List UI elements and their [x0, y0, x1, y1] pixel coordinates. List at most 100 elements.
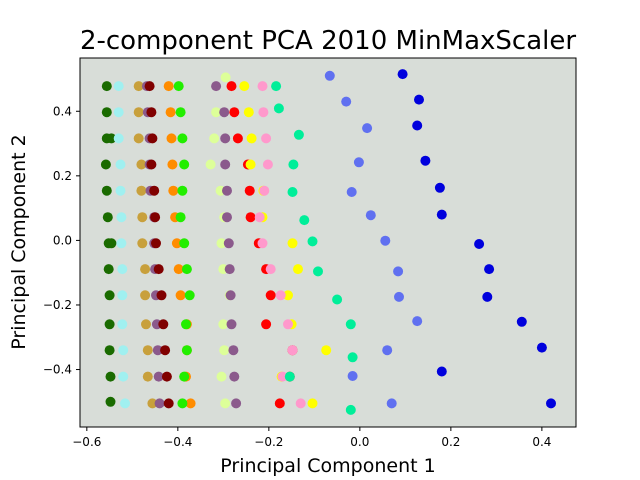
data-point	[118, 345, 129, 356]
data-point	[101, 81, 112, 92]
data-point	[102, 212, 113, 223]
data-point	[177, 133, 188, 144]
data-point	[353, 157, 364, 168]
data-point	[397, 69, 408, 80]
x-tick-label: 0.2	[441, 435, 460, 449]
data-point	[220, 72, 231, 83]
data-point	[105, 396, 116, 407]
data-point	[116, 212, 127, 223]
data-point	[106, 133, 117, 144]
y-tick-label: −0.4	[43, 363, 72, 377]
x-tick-label: 0.0	[350, 435, 369, 449]
data-point	[362, 123, 373, 134]
data-point	[177, 398, 188, 409]
data-point	[226, 81, 237, 92]
data-point	[265, 290, 276, 301]
data-point	[163, 81, 174, 92]
data-point	[245, 212, 256, 223]
y-tick-label: 0.4	[53, 104, 72, 118]
data-point	[177, 185, 188, 196]
series-4	[144, 81, 174, 409]
data-point	[284, 371, 295, 382]
data-point	[181, 264, 192, 275]
data-point	[181, 319, 191, 330]
data-point	[231, 398, 242, 409]
data-point	[394, 291, 404, 302]
data-point	[106, 238, 117, 249]
data-point	[146, 159, 157, 170]
data-point	[341, 96, 352, 107]
data-point	[152, 345, 163, 356]
y-tick-label: 0.2	[53, 169, 72, 183]
data-point	[147, 133, 158, 144]
data-point	[224, 264, 235, 275]
data-point	[153, 264, 164, 275]
data-point	[179, 159, 190, 170]
data-point	[160, 345, 171, 356]
data-point	[205, 159, 216, 170]
data-point	[347, 352, 358, 363]
data-point	[101, 185, 112, 196]
data-point	[144, 81, 155, 92]
series-12	[271, 81, 358, 415]
series-14	[397, 69, 556, 409]
data-point	[345, 319, 356, 330]
data-point	[228, 345, 239, 356]
data-point	[436, 209, 447, 220]
data-point	[142, 371, 153, 382]
data-point	[271, 81, 282, 92]
data-point	[171, 238, 182, 249]
data-point	[261, 319, 272, 330]
data-point	[229, 371, 240, 382]
data-point	[313, 266, 323, 277]
data-point	[219, 345, 230, 356]
data-point	[321, 345, 332, 356]
plot-frame	[79, 57, 577, 428]
data-point	[184, 290, 195, 301]
data-point	[154, 398, 165, 409]
data-point	[277, 371, 288, 382]
data-point	[232, 133, 243, 144]
data-point	[140, 264, 151, 275]
data-point	[137, 238, 148, 249]
data-point	[161, 371, 172, 382]
data-point	[307, 398, 318, 409]
data-point	[113, 133, 124, 144]
data-point	[211, 81, 222, 92]
data-point	[287, 187, 298, 197]
data-point	[166, 133, 177, 144]
data-point	[220, 133, 231, 144]
data-point	[137, 212, 148, 223]
y-tick-label: −0.2	[43, 298, 72, 312]
data-point	[436, 366, 447, 377]
data-point	[103, 264, 114, 275]
series-7	[205, 72, 235, 409]
y-tick-label: 0.0	[53, 233, 72, 247]
data-point	[288, 159, 299, 170]
data-point	[216, 238, 227, 249]
data-point	[142, 345, 153, 356]
data-point	[168, 185, 179, 196]
plot-area	[80, 58, 576, 427]
data-point	[307, 236, 318, 247]
data-point	[140, 290, 151, 301]
data-point	[262, 159, 273, 170]
data-point	[222, 212, 232, 223]
data-point	[167, 159, 178, 170]
data-point	[179, 238, 190, 249]
data-point	[536, 342, 547, 353]
x-tick-label: −0.2	[254, 435, 283, 449]
data-point	[136, 159, 147, 170]
data-point	[211, 107, 222, 118]
data-point	[254, 212, 265, 223]
y-axis-ticks: −0.4 −0.2 0.0 0.2 0.4	[43, 104, 80, 377]
data-point	[386, 398, 397, 409]
x-tick-label: −0.6	[72, 435, 101, 449]
data-point	[261, 133, 272, 144]
x-tick-label: −0.4	[163, 435, 192, 449]
data-point	[293, 129, 304, 140]
data-point	[257, 238, 268, 249]
y-axis-label: Principal Component 2	[8, 134, 30, 349]
data-point	[113, 107, 124, 118]
series-13	[324, 70, 423, 409]
